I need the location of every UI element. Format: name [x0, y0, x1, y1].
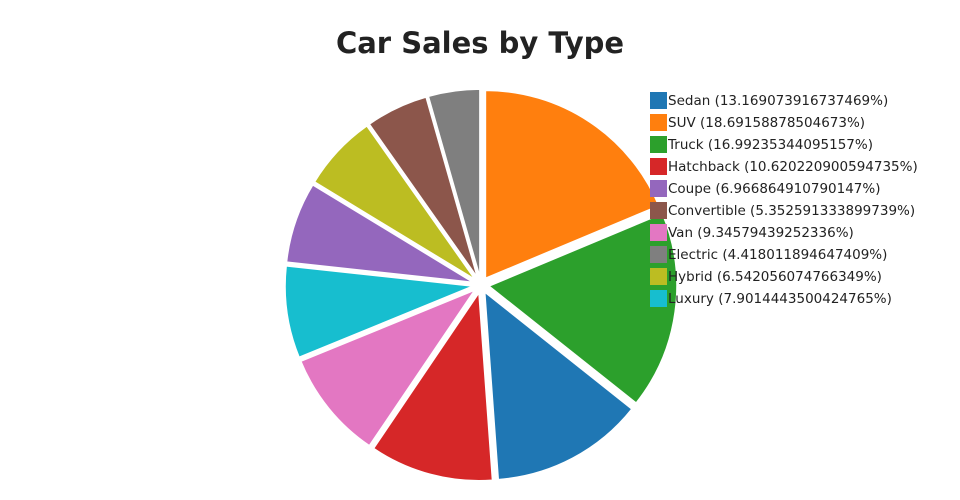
legend-label: Luxury (7.9014443500424765%): [668, 291, 892, 307]
legend-label: Hybrid (6.542056074766349%): [668, 269, 882, 285]
legend-swatch: [650, 136, 667, 153]
pie-slice: [300, 289, 476, 447]
legend-label: Sedan (13.169073916737469%): [668, 93, 888, 109]
legend-swatch: [650, 290, 667, 307]
pie-slice: [488, 212, 678, 404]
legend-swatch: [650, 92, 667, 109]
legend-label: Coupe (6.966864910790147%): [668, 181, 881, 197]
pie-slice: [484, 89, 660, 280]
legend-swatch: [650, 268, 667, 285]
legend-label: SUV (18.69158878504673%): [668, 115, 865, 131]
chart-title: Car Sales by Type: [336, 26, 624, 60]
pie-slice: [368, 96, 479, 279]
pie-slice: [483, 291, 633, 481]
legend-swatch: [650, 158, 667, 175]
legend-label: Electric (4.418011894647409%): [668, 247, 887, 263]
legend-swatch: [650, 114, 667, 131]
legend-swatch: [650, 224, 667, 241]
legend-label: Truck (16.99235344095157%): [667, 137, 873, 153]
pie-slice: [372, 291, 494, 482]
legend-label: Hatchback (10.620220900594735%): [668, 159, 918, 175]
legend-swatch: [650, 180, 667, 197]
legend-label: Convertible (5.352591333899739%): [668, 203, 915, 219]
pie-slice: [285, 184, 475, 284]
legend-swatch: [650, 246, 667, 263]
pie-slice: [427, 88, 481, 278]
legend-swatch: [650, 202, 667, 219]
pie-slice: [313, 125, 476, 281]
pie-slice: [284, 265, 474, 359]
legend-label: Van (9.34579439252336%): [668, 225, 854, 241]
